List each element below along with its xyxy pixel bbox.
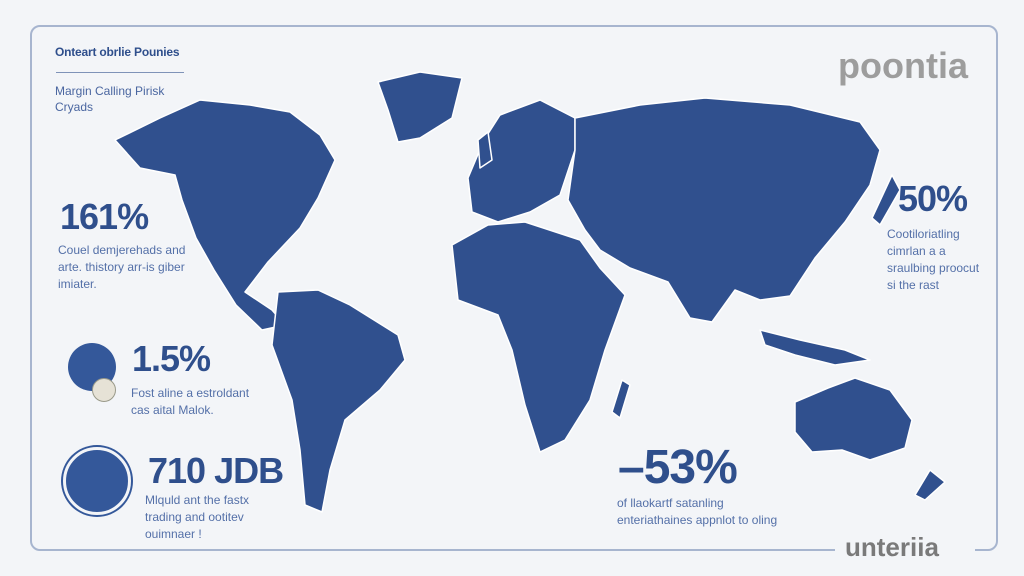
stat-value-2: 1.5%	[132, 338, 211, 379]
infographic-frame	[30, 25, 998, 551]
hand-gesture-icon	[63, 447, 131, 515]
stat-text-2: Fost aline a estroldant cas aital Malok.	[131, 386, 250, 417]
stat-text-4: Cootiloriatling cimrlan a a sraulbing pr…	[887, 227, 980, 292]
stat-value-4: 50%	[898, 178, 968, 219]
stat-text-5: of llaokartf satanling enteriathaines ap…	[617, 496, 778, 527]
new-zealand	[914, 469, 946, 501]
africa	[451, 221, 626, 453]
indonesia	[759, 329, 871, 366]
asia	[567, 97, 881, 323]
coin-icon	[92, 378, 116, 402]
stat-value-3: 710 JDB	[148, 450, 284, 491]
header-title: Onteart obrlie Pounies	[55, 45, 180, 59]
header-subtitle: Margin Calling Pirisk Cryads	[55, 84, 165, 114]
greenland	[377, 71, 463, 143]
stat-text-3: Mlquld ant the fastx trading and ootitev…	[145, 493, 250, 541]
uk	[477, 131, 493, 169]
brand-logo-bottom: unteriia	[845, 532, 939, 562]
header-divider	[56, 72, 184, 73]
stat-text-1: Couel demjerehads and arte. thistory arr…	[58, 243, 186, 291]
stat-value-5: –53%	[618, 441, 738, 494]
south-america	[271, 289, 406, 513]
brand-logo-top: poontia	[838, 45, 968, 86]
north-america	[114, 99, 336, 331]
stat-value-1: 161%	[60, 196, 149, 237]
logo-gap	[835, 538, 975, 568]
japan	[871, 174, 901, 226]
australia	[794, 377, 913, 461]
madagascar	[611, 379, 631, 419]
